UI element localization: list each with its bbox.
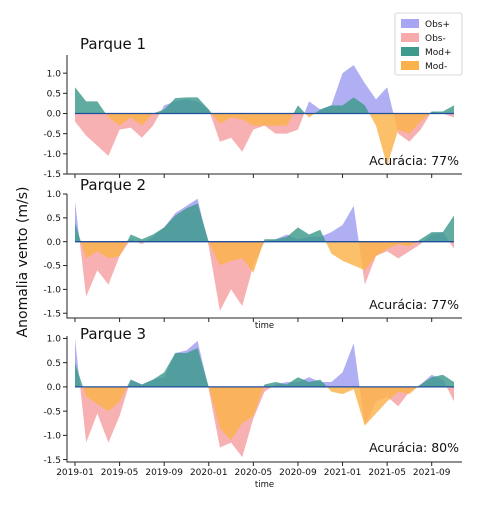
y-tick-label: -0.5 [43,130,61,140]
y-tick-label: 0.5 [47,359,61,369]
model-negative-area [75,386,454,441]
x-tick-label: 2020-09 [279,468,317,478]
observed-positive-area [75,65,454,114]
y-tick-label: 0.5 [47,90,61,100]
panel-title: Parque 1 [80,35,146,53]
panels-layer: 1.0 0.5 0.0 -0.5 -1.0 -1.5 Parque 1 Acurácia: 7… [43,35,462,490]
legend-swatch [401,33,419,42]
accuracy-label: Acurácia: 77% [369,153,459,168]
legend-frame [394,12,463,76]
model-positive-area [75,87,454,114]
y-tick-label: 1.0 [47,335,62,345]
x-axis-title: time [255,321,274,331]
panel-2: 1.0 0.5 0.0 -0.5 -1.0 -1.5 time Parque 2 Acuráci… [43,176,462,331]
panel-1: 1.0 0.5 0.0 -0.5 -1.0 -1.5 Parque 1 Acurácia: 7… [43,35,462,180]
axes-spine [66,194,462,319]
legend-label: Obs+ [425,20,450,30]
x-tick-label: 2019-01 [56,468,94,478]
panel-title: Parque 2 [80,176,146,194]
legend-label: Mod- [425,62,447,72]
y-tick-label: -1.0 [43,432,61,442]
model-positive-area [75,348,454,387]
legend-swatch [401,19,419,28]
y-tick-label: -0.5 [43,262,61,272]
y-tick-label: 0.0 [47,238,62,248]
panel-3: 1.0 0.5 0.0 -0.5 -1.0 -1.5 2019-01 2019-05 2019-… [43,325,462,490]
y-tick-label: -1.0 [43,286,61,296]
x-tick-label: 2019-09 [145,468,183,478]
axes-spine [66,336,462,463]
y-tick-label: -1.5 [43,456,61,466]
model-positive-area [75,203,454,242]
y-tick-label: 1.0 [47,69,62,79]
y-axis-title: Anomalia vento (m/s) [15,187,31,338]
accuracy-label: Acurácia: 80% [369,440,459,455]
y-tick-label: 0.5 [47,214,61,224]
model-negative-area [75,241,454,273]
x-tick-label: 2019-05 [101,468,139,478]
x-tick-label: 2021-09 [413,468,451,478]
legend-label: Mod+ [425,48,452,58]
x-tick-label: 2020-01 [190,468,228,478]
y-tick-label: -1.5 [43,309,61,319]
accuracy-label: Acurácia: 77% [369,297,459,312]
x-tick-label: 2020-05 [235,468,273,478]
y-tick-label: -1.5 [43,170,61,180]
panel-title: Parque 3 [80,325,146,343]
legend: Obs+ Obs- Mod+ Mod- [394,12,463,76]
y-tick-label: 1.0 [47,190,62,200]
x-tick-label: 2021-05 [368,468,406,478]
y-tick-label: 0.0 [47,383,62,393]
x-tick-label: 2021-01 [324,468,362,478]
legend-swatch [401,47,419,56]
y-tick-label: -1.0 [43,150,61,160]
observed-positive-area [75,338,454,387]
x-axis-title: time [255,480,274,490]
legend-label: Obs- [425,34,446,44]
legend-swatch [401,61,419,70]
y-tick-label: -0.5 [43,407,61,417]
y-tick-label: 0.0 [47,110,62,120]
model-negative-area [75,113,454,166]
